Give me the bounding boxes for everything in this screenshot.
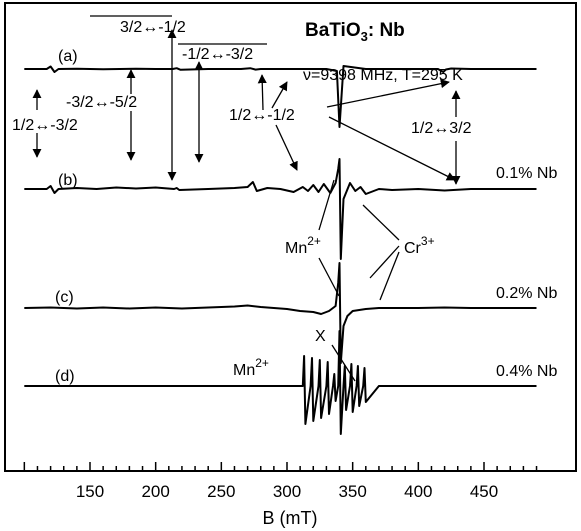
trace-a bbox=[24, 65, 537, 128]
series-label-a: (a) bbox=[58, 48, 78, 65]
label-cr: Cr3+ bbox=[404, 234, 435, 257]
trace-c bbox=[24, 262, 537, 364]
x-leader bbox=[331, 344, 356, 382]
series-label-c: (c) bbox=[55, 289, 74, 306]
annotation--1/2-to--3/2: -1/2↔-3/2 bbox=[182, 46, 253, 63]
trace-b bbox=[24, 158, 537, 260]
x-tick-label: 300 bbox=[273, 482, 301, 501]
x-tick-label: 350 bbox=[338, 482, 366, 501]
annotation-arrows bbox=[32, 29, 461, 185]
x-tick-label: 250 bbox=[207, 482, 235, 501]
concentration-label-c: 0.2% Nb bbox=[496, 285, 557, 302]
annotation-3/2-to--1/2: 3/2↔-1/2 bbox=[120, 19, 186, 36]
chart-title: BaTiO3: Nb bbox=[305, 20, 405, 44]
label-mn-d: Mn2+ bbox=[233, 356, 269, 379]
cr-leader-2 bbox=[369, 245, 400, 279]
concentration-label-d: 0.4% Nb bbox=[496, 363, 557, 380]
mn-leader-1 bbox=[318, 179, 335, 231]
label-mn-b: Mn2+ bbox=[285, 234, 321, 257]
x-tick-label: 200 bbox=[141, 482, 169, 501]
series-label-b: (b) bbox=[58, 172, 78, 189]
trace-d bbox=[24, 330, 537, 435]
x-axis-title: B (mT) bbox=[263, 508, 318, 528]
annotation-1/2-to--1/2: 1/2↔-1/2 bbox=[229, 107, 295, 124]
x-tick-label: 450 bbox=[470, 482, 498, 501]
label-x: X bbox=[315, 328, 326, 345]
annotation-1/2-to--3/2: 1/2↔-3/2 bbox=[12, 117, 78, 134]
plot-frame bbox=[4, 2, 577, 472]
x-axis-ticks: 150 200 250 300 350 400 450 bbox=[23, 462, 538, 501]
concentration-label-b: 0.1% Nb bbox=[496, 165, 557, 182]
annotation-1/2-to-3/2: 1/2↔3/2 bbox=[411, 120, 472, 137]
spectra-traces bbox=[24, 65, 537, 435]
series-label-d: (d) bbox=[55, 368, 75, 385]
annotation--3/2-to--5/2: -3/2↔-5/2 bbox=[66, 94, 137, 111]
cr-leader-1 bbox=[362, 204, 400, 241]
x-tick-label: 150 bbox=[76, 482, 104, 501]
cr-leader-3 bbox=[379, 251, 400, 301]
x-tick-label: 400 bbox=[404, 482, 432, 501]
mn-leader-2 bbox=[318, 257, 340, 297]
